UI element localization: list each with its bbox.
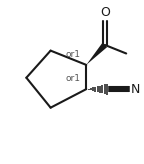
Text: or1: or1 xyxy=(66,50,80,59)
Polygon shape xyxy=(86,43,107,65)
Text: or1: or1 xyxy=(66,74,80,83)
Text: N: N xyxy=(131,83,141,96)
Text: O: O xyxy=(100,6,110,19)
